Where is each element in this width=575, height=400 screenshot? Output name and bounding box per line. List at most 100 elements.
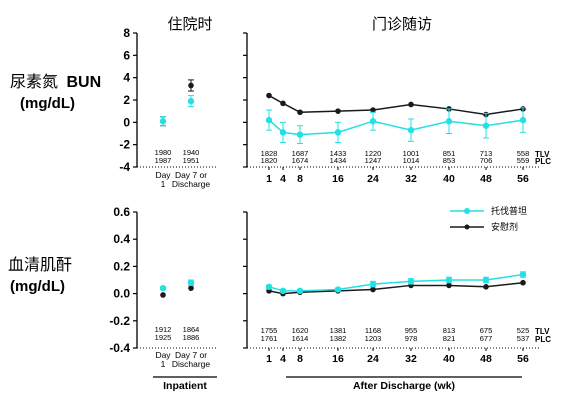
bun-after-x-tick-label: 56 — [517, 173, 529, 185]
header-inpatient: 住院时 — [167, 15, 212, 33]
bun-after-x-tick-label: 16 — [332, 173, 344, 185]
bun-after-x-tick-label: 48 — [480, 173, 492, 185]
bun-inpatient-category-label: Day — [155, 170, 171, 180]
bun-inpatient-category-label: 1 — [161, 179, 166, 189]
cr-inpatient-y-tick-label: 0.4 — [113, 232, 130, 246]
cr-after-point-tolvaptan — [296, 287, 304, 295]
bun-inpatient-point-tolvaptan — [187, 97, 195, 105]
cr-after-point-placebo — [370, 286, 376, 293]
bun-after-x-tick-label: 1 — [266, 173, 272, 185]
cr-after-point-tolvaptan — [279, 287, 287, 295]
cr-after-x-tick-label: 32 — [405, 353, 417, 365]
cr-after-n-placebo: 1203 — [365, 334, 382, 343]
bun-inpatient-n-placebo: 1987 — [155, 156, 172, 165]
cr-after-point-tolvaptan — [519, 271, 527, 278]
cr-after-x-tick-label: 48 — [480, 353, 492, 365]
group-label-inpatient: Inpatient — [163, 380, 207, 392]
header-visits: 门诊随访 — [372, 15, 432, 33]
cr-inpatient-category-label: 1 — [161, 359, 166, 369]
cr-after-n-placebo: 1382 — [330, 334, 347, 343]
bun-inpatient-y-tick-label: -2 — [119, 138, 130, 152]
bun-axis-title: 尿素氮 BUN — [10, 72, 101, 91]
bun-inpatient-y-tick-label: 2 — [123, 93, 130, 107]
cr-after-n-tolvaptan: 1755 — [261, 326, 278, 335]
cr-after-x-tick-label: 1 — [266, 353, 272, 365]
cr-inpatient-category-label: Day — [155, 350, 171, 360]
cr-after-n-tolvaptan: 813 — [443, 326, 456, 335]
cr-after-x-tick-label: 16 — [332, 353, 344, 365]
cr-inpatient-category-label: Discharge — [172, 359, 211, 369]
bun-inpatient-y-tick-label: -4 — [119, 160, 130, 174]
cr-inpatient-n-tolvaptan: 1864 — [183, 325, 200, 334]
bun-after-n-placebo: 1434 — [330, 156, 347, 165]
cr-code-plc: PLC — [535, 335, 551, 344]
cr-axis-unit: (mg/dL) — [10, 278, 65, 295]
bun-after-line-placebo — [268, 94, 524, 116]
bun-after-point-tolvaptan — [334, 129, 342, 136]
legend-label-placebo: 安慰剂 — [491, 221, 518, 233]
bun-after-n-placebo: 706 — [480, 156, 493, 165]
legend-label-tolvaptan: 托伐普坦 — [491, 205, 527, 217]
bun-after-x-tick-label: 8 — [297, 173, 303, 185]
bun-after-x-tick-label: 24 — [367, 173, 379, 185]
cr-inpatient-n-tolvaptan: 1912 — [155, 325, 172, 334]
cr-inpatient-n-placebo: 1886 — [183, 333, 200, 342]
bun-code-tlv: TLV — [535, 150, 550, 159]
cr-inpatient-point-placebo — [188, 285, 194, 291]
bun-inpatient-point-tolvaptan — [159, 118, 167, 125]
cr-after-x-tick-label: 56 — [517, 353, 529, 365]
cr-after-point-tolvaptan — [369, 280, 377, 288]
cr-after-x-tick-label: 4 — [280, 353, 286, 365]
cr-after-n-tolvaptan: 1381 — [330, 326, 347, 335]
bun-after-point-tolvaptan — [445, 118, 453, 125]
cr-after-point-placebo — [446, 282, 452, 289]
cr-after-n-placebo: 821 — [443, 334, 456, 343]
bun-after-n-tolvaptan: 1433 — [330, 149, 347, 158]
cr-after-x-tick-label: 40 — [443, 353, 455, 365]
cr-after-n-placebo: 677 — [480, 334, 493, 343]
bun-inpatient-y-tick-label: 0 — [123, 115, 130, 129]
bun-axis-unit: (mg/dL) — [20, 95, 75, 112]
bun-after-point-tolvaptan — [369, 118, 377, 125]
cr-inpatient-y-tick-label: -0.4 — [109, 341, 130, 355]
bun-after-point-placebo — [266, 92, 272, 99]
cr-after-x-tick-label: 24 — [367, 353, 379, 365]
bun-inpatient-point-placebo — [188, 82, 194, 89]
cr-after-n-tolvaptan: 955 — [405, 326, 418, 335]
cr-inpatient-point-tolvaptan — [187, 279, 195, 286]
cr-inpatient-point-placebo — [160, 292, 166, 298]
bun-after-point-placebo — [370, 107, 376, 113]
cr-after-x-tick-label: 8 — [297, 353, 303, 365]
bun-axis-title-cn: 尿素氮 — [10, 72, 58, 91]
bun-after-n-tolvaptan: 713 — [480, 149, 493, 158]
bun-after-n-tolvaptan: 1001 — [403, 149, 420, 158]
bun-after-point-tolvaptan — [279, 129, 287, 136]
bun-after-n-placebo: 853 — [443, 156, 456, 165]
legend-marker-tolvaptan — [464, 208, 470, 214]
cr-inpatient-y-tick-label: 0.2 — [113, 259, 130, 273]
cr-inpatient-n-placebo: 1925 — [155, 333, 172, 342]
bun-inpatient-category-label: Discharge — [172, 179, 211, 189]
bun-after-n-tolvaptan: 558 — [517, 149, 530, 158]
cr-inpatient-category-label: Day 7 or — [175, 350, 207, 360]
bun-after-n-placebo: 1014 — [403, 156, 420, 165]
bun-inpatient-y-tick-label: 8 — [123, 26, 130, 40]
bun-after-n-tolvaptan: 851 — [443, 149, 456, 158]
bun-after-point-tolvaptan — [296, 131, 304, 138]
bun-after-n-tolvaptan: 1220 — [365, 149, 382, 158]
bun-after-x-tick-label: 32 — [405, 173, 417, 185]
cr-after-n-placebo: 1761 — [261, 334, 278, 343]
bun-after-n-placebo: 559 — [517, 156, 530, 165]
bun-axis-title-en: BUN — [66, 74, 101, 91]
cr-after-n-tolvaptan: 525 — [517, 326, 530, 335]
cr-inpatient-y-tick-label: -0.2 — [109, 314, 130, 328]
bun-inpatient-n-tolvaptan: 1980 — [155, 148, 172, 157]
cr-code-tlv: TLV — [535, 327, 550, 336]
bun-after-point-tolvaptan — [265, 116, 273, 124]
cr-after-n-placebo: 1614 — [292, 334, 309, 343]
bun-after-point-placebo — [335, 108, 341, 114]
legend-marker-placebo — [464, 224, 470, 230]
bun-after-point-tolvaptan — [482, 122, 490, 129]
cr-after-point-placebo — [483, 284, 489, 290]
